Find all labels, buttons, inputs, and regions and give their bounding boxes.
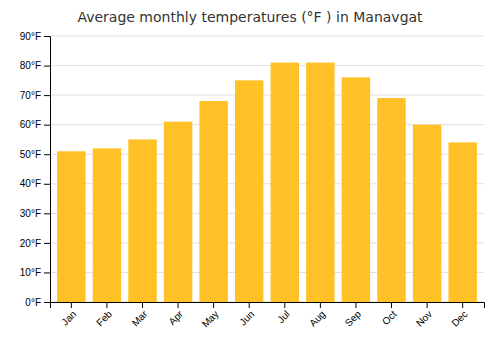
x-tick: Nov — [414, 302, 434, 329]
x-tick-label: Apr — [166, 308, 185, 327]
x-tick: Oct — [380, 302, 399, 327]
y-tick-label: 90°F — [20, 31, 41, 42]
x-tick-mark — [213, 302, 214, 308]
plot: 0°F 10°F 20°F 30°F 40°F 50°F 60°F 70°F 80°F 90°F J… — [20, 31, 485, 330]
y-tick-label: 40°F — [20, 178, 41, 189]
x-tick: Jun — [237, 302, 256, 328]
y-tick-mark — [44, 154, 50, 155]
y-tick-mark — [44, 125, 50, 126]
x-tick-mark — [320, 302, 321, 308]
grid-line — [50, 36, 484, 37]
x-tick-mark — [284, 302, 285, 308]
x-tick: May — [200, 302, 221, 330]
y-tick: 90°F — [20, 31, 50, 42]
y-tick-label: 70°F — [20, 90, 41, 101]
x-tick-mark — [178, 302, 179, 308]
y-tick: 20°F — [20, 238, 50, 249]
x-tick: Dec — [449, 302, 469, 329]
y-tick-mark — [44, 302, 50, 303]
y-tick: 30°F — [20, 208, 50, 219]
bar — [448, 142, 476, 302]
bar — [377, 98, 405, 302]
bar — [164, 122, 192, 302]
x-tick-label: Jul — [275, 308, 292, 325]
x-tick-label: Feb — [94, 308, 114, 328]
x-axis: Jan Feb Mar Apr May Jun Jul Aug Sep Oct Nov Dec — [51, 302, 485, 330]
x-tick: Jul — [275, 302, 292, 325]
chart: 0°F 10°F 20°F 30°F 40°F 50°F 60°F 70°F 80°F 90°F J… — [0, 0, 500, 350]
x-tick: Aug — [307, 302, 327, 329]
bar — [271, 63, 299, 302]
y-tick-label: 10°F — [20, 267, 41, 278]
y-tick: 40°F — [20, 178, 50, 189]
y-tick-label: 50°F — [20, 149, 41, 160]
x-tick-mark — [142, 302, 143, 308]
x-tick-label: Sep — [343, 308, 364, 329]
bars — [57, 63, 477, 302]
y-tick: 10°F — [20, 267, 50, 278]
bar — [199, 101, 227, 302]
x-tick-mark — [71, 302, 72, 308]
x-axis-line — [51, 303, 485, 309]
y-tick-mark — [44, 95, 50, 96]
x-tick: Feb — [94, 302, 114, 328]
chart-container: 0°F 10°F 20°F 30°F 40°F 50°F 60°F 70°F 80°F 90°F J… — [0, 0, 500, 350]
y-tick-label: 30°F — [20, 208, 41, 219]
x-tick-mark — [427, 302, 428, 308]
x-tick-mark — [249, 302, 250, 308]
x-tick-mark — [355, 302, 356, 308]
bar — [235, 80, 263, 302]
y-tick-mark — [44, 36, 50, 37]
y-tick: 80°F — [20, 60, 50, 71]
x-tick-label: Nov — [414, 308, 434, 328]
bar — [306, 63, 334, 302]
bar — [413, 125, 441, 302]
y-tick-label: 60°F — [20, 119, 41, 130]
y-tick-label: 0°F — [25, 297, 41, 308]
grid — [50, 36, 484, 302]
y-tick-label: 80°F — [20, 60, 41, 71]
x-tick-label: Jun — [237, 308, 256, 327]
x-tick-label: Mar — [130, 308, 150, 328]
y-tick-mark — [44, 184, 50, 185]
bar — [128, 139, 156, 302]
grid-line — [50, 65, 484, 66]
y-tick: 50°F — [20, 149, 50, 160]
y-axis-line — [44, 37, 51, 303]
x-tick: Apr — [166, 302, 185, 327]
y-tick-mark — [44, 243, 50, 244]
y-tick-mark — [44, 213, 50, 214]
x-tick-label: May — [200, 308, 221, 329]
y-axis: 0°F 10°F 20°F 30°F 40°F 50°F 60°F 70°F 80°F 90°F — [20, 31, 51, 308]
y-tick: 60°F — [20, 119, 50, 130]
x-tick: Jan — [59, 302, 78, 328]
x-tick-label: Jan — [59, 308, 78, 327]
x-tick-label: Aug — [307, 308, 327, 328]
bar — [342, 77, 370, 302]
grid-line — [50, 95, 484, 96]
y-tick-label: 20°F — [20, 238, 41, 249]
y-tick: 70°F — [20, 90, 50, 101]
x-tick-mark — [391, 302, 392, 308]
x-tick-mark — [106, 302, 107, 308]
title: Average monthly temperatures (°F ) in Ma… — [77, 9, 423, 25]
x-tick: Mar — [130, 302, 150, 328]
bar — [93, 148, 121, 302]
y-tick-mark — [44, 66, 50, 67]
x-tick-mark — [462, 302, 463, 308]
x-tick-label: Dec — [449, 308, 469, 328]
x-tick: Sep — [343, 302, 364, 329]
y-tick-mark — [44, 272, 50, 273]
bar — [57, 151, 85, 302]
y-tick: 0°F — [25, 297, 50, 308]
x-tick-label: Oct — [380, 308, 399, 327]
